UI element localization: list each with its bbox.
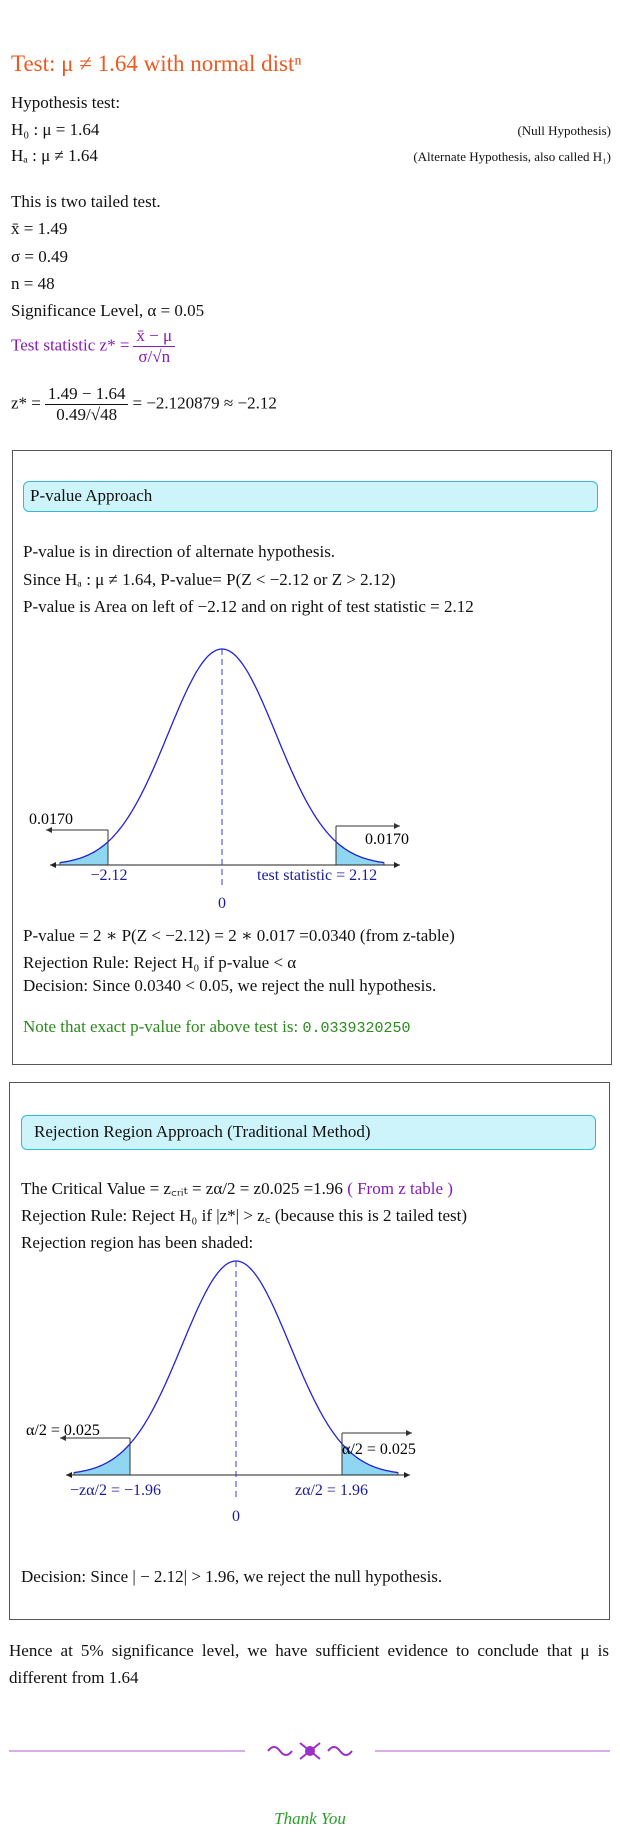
given: This is two tailed test. xyxy=(11,192,161,211)
critical-value: The Critical Value = z꜀ᵣᵢₜ = zα/2 = z0.0… xyxy=(21,1179,343,1198)
line: Decision: Since 0.0340 < 0.05, we reject… xyxy=(23,976,437,995)
axis-label: −zα/2 = −1.96 xyxy=(70,1482,161,1499)
line: Rejection region has been shaded: xyxy=(21,1233,254,1252)
line: P-value is Area on left of −2.12 and on … xyxy=(23,597,474,616)
denominator: σ/√n xyxy=(133,346,176,367)
formula: Test statistic z* = x̄ − μ σ/√n xyxy=(11,326,179,367)
line: P-value is in direction of alternate hyp… xyxy=(23,542,336,561)
decision: Decision: Since | − 2.12| > 1.96, we rej… xyxy=(21,1567,443,1586)
null-hypothesis: H₀ : μ = 1.64 xyxy=(11,120,100,139)
label: Test statistic z* = xyxy=(11,335,130,355)
numerator: 1.49 − 1.64 xyxy=(47,384,126,403)
note: (Null Hypothesis) xyxy=(517,123,611,138)
normal-curve: α/2 = 0.025 α/2 = 0.025 −zα/2 = −1.96 zα… xyxy=(26,1260,416,1525)
area-label: 0.0170 xyxy=(365,831,409,848)
area-label: α/2 = 0.025 xyxy=(26,1422,100,1439)
section-box xyxy=(12,450,612,1065)
section-heading: P-value Approach xyxy=(30,486,153,505)
source: ( From z table ) xyxy=(347,1179,453,1198)
divider xyxy=(9,1742,610,1760)
note: Note that exact p-value for above test i… xyxy=(23,1017,411,1039)
numerator: x̄ − μ xyxy=(136,326,173,345)
title: Test: μ ≠ 1.64 with normal distⁿ xyxy=(11,51,302,76)
fraction: 1.49 − 1.64 0.49/√48 xyxy=(44,384,129,425)
axis-label: −2.12 xyxy=(90,867,127,884)
axis-label: zα/2 = 1.96 xyxy=(295,1482,368,1499)
line: The Critical Value = z꜀ᵣᵢₜ = zα/2 = z0.0… xyxy=(21,1179,453,1199)
alt-hypothesis: Hₐ : μ ≠ 1.64 xyxy=(11,146,98,165)
line: P-value = 2 ∗ P(Z < −2.12) = 2 ∗ 0.017 =… xyxy=(23,926,455,945)
section-header xyxy=(21,1115,596,1150)
label: z* = xyxy=(11,393,41,413)
axis-label: 0 xyxy=(232,1508,240,1525)
area-label: α/2 = 0.025 xyxy=(342,1441,416,1458)
area-label: 0.0170 xyxy=(29,811,73,828)
denominator: 0.49/√48 xyxy=(44,404,129,425)
section-heading: Rejection Region Approach (Traditional M… xyxy=(34,1122,371,1141)
line: Since Hₐ : μ ≠ 1.64, P-value= P(Z < −2.1… xyxy=(23,570,396,589)
given: σ = 0.49 xyxy=(11,247,69,266)
footer: Thank You xyxy=(274,1809,346,1828)
given: Significance Level, α = 0.05 xyxy=(11,301,205,320)
note-text: Note that exact p-value for above test i… xyxy=(23,1017,299,1036)
axis-label: test statistic = 2.12 xyxy=(257,867,377,884)
given: n = 48 xyxy=(11,274,55,293)
given: x̄ = 1.49 xyxy=(11,219,68,238)
result: = −2.120879 ≈ −2.12 xyxy=(132,393,277,413)
line: Rejection Rule: Reject H₀ if |z*| > z꜀ (… xyxy=(21,1206,467,1225)
fraction: x̄ − μ σ/√n xyxy=(133,326,176,367)
ornament xyxy=(267,1742,353,1760)
formula: z* = 1.49 − 1.64 0.49/√48 = −2.120879 ≈ −2.… xyxy=(11,384,277,425)
axis-label: 0 xyxy=(218,895,226,912)
shaded-tail xyxy=(73,1442,131,1476)
heading: Hypothesis test: xyxy=(11,93,121,112)
section-header xyxy=(23,481,598,512)
conclusion: Hence at 5% significance level, we have … xyxy=(9,1641,609,1687)
note: (Alternate Hypothesis, also called H₁) xyxy=(413,149,611,164)
section-box xyxy=(9,1082,610,1620)
line: Rejection Rule: Reject H₀ if p-value < α xyxy=(23,953,297,972)
normal-curve: 0.0170 0.0170 −2.12 test statistic = 2.1… xyxy=(29,648,409,912)
note-value: 0.0339320250 xyxy=(302,1020,411,1037)
